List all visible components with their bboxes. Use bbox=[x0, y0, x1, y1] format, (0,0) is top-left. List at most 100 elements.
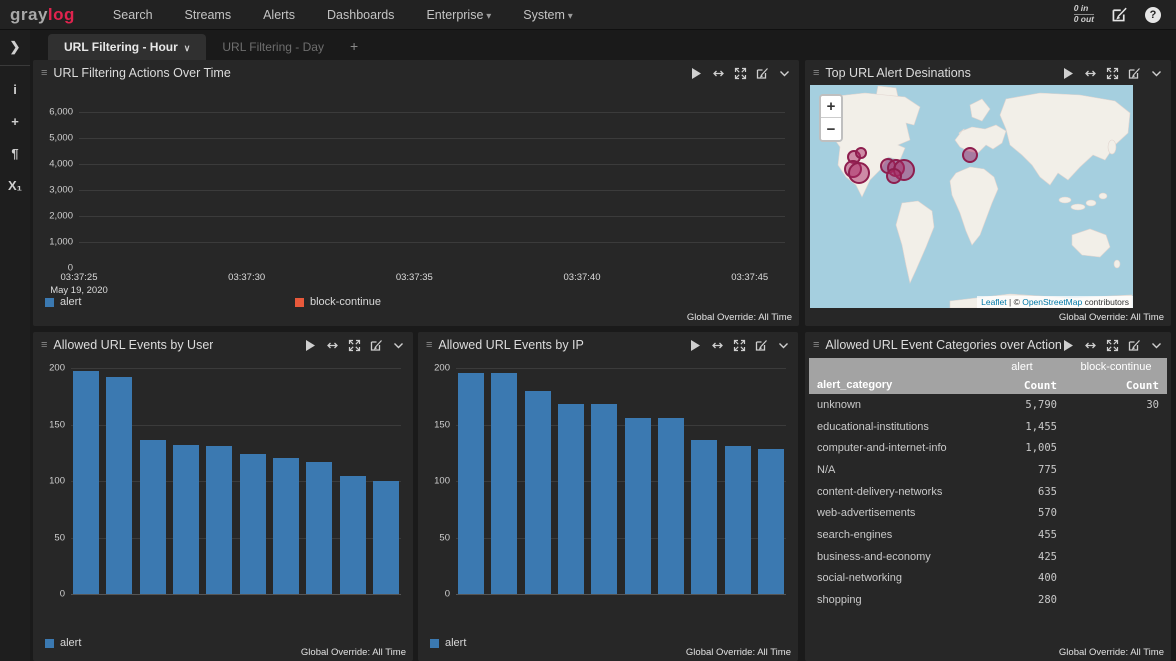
alert-destination-marker[interactable] bbox=[886, 168, 902, 184]
drag-handle-icon[interactable]: ≡ bbox=[41, 67, 47, 79]
table-row: search-engines455 bbox=[809, 524, 1167, 546]
chevron-down-icon[interactable] bbox=[1150, 67, 1163, 80]
arrows-h-icon[interactable] bbox=[1084, 67, 1097, 80]
column-header-count-alert[interactable]: Count bbox=[979, 379, 1065, 392]
bars-container bbox=[73, 368, 399, 594]
pilcrow-icon[interactable]: ¶ bbox=[0, 140, 30, 166]
graylog-logo[interactable]: graylog bbox=[10, 5, 75, 25]
play-icon[interactable] bbox=[1062, 67, 1075, 80]
alert-destination-marker[interactable] bbox=[848, 162, 870, 184]
bar-chart-plot: 050100150200 bbox=[71, 368, 401, 595]
drag-handle-icon[interactable]: ≡ bbox=[41, 339, 47, 351]
plus-icon[interactable]: + bbox=[0, 108, 30, 134]
legend-label: alert bbox=[60, 637, 81, 649]
table-header: alertblock-continuealert_categoryCountCo… bbox=[809, 358, 1167, 394]
chevron-down-icon[interactable] bbox=[778, 67, 791, 80]
edit-icon[interactable] bbox=[1128, 67, 1141, 80]
drag-handle-icon[interactable]: ≡ bbox=[813, 67, 819, 79]
chevron-down-icon: ∨ bbox=[184, 43, 191, 53]
chevron-down-icon[interactable] bbox=[1150, 339, 1163, 352]
cell-block-count: 30 bbox=[1065, 399, 1167, 411]
nav-enterprise[interactable]: Enterprise bbox=[410, 8, 507, 22]
widget-title: Allowed URL Events by User bbox=[53, 338, 213, 352]
drag-handle-icon[interactable]: ≡ bbox=[813, 339, 819, 351]
expand-arrows-icon[interactable] bbox=[1106, 67, 1119, 80]
play-icon[interactable] bbox=[690, 67, 703, 80]
map-attribution: Leaflet | © OpenStreetMap contributors bbox=[977, 296, 1133, 308]
table-row: computer-and-internet-info1,005 bbox=[809, 437, 1167, 459]
table-row: business-and-economy425 bbox=[809, 546, 1167, 568]
edit-icon[interactable] bbox=[1128, 339, 1141, 352]
arrows-h-icon[interactable] bbox=[1084, 339, 1097, 352]
edit-icon[interactable] bbox=[755, 339, 768, 352]
expand-arrows-icon[interactable] bbox=[348, 339, 361, 352]
cell-category: unknown bbox=[809, 399, 979, 411]
chevron-right-icon[interactable]: ❯ bbox=[0, 36, 30, 66]
zoom-out-button[interactable]: − bbox=[821, 118, 841, 140]
x-tick-label: 03:37:30 bbox=[228, 272, 265, 283]
nav-system[interactable]: System bbox=[507, 8, 589, 22]
cell-alert-count: 635 bbox=[979, 486, 1065, 498]
column-header-count-block[interactable]: Count bbox=[1065, 379, 1167, 392]
tab-url-filtering-day[interactable]: URL Filtering - Day bbox=[206, 34, 340, 60]
bar-asummer bbox=[340, 476, 366, 594]
chevron-down-icon[interactable] bbox=[392, 339, 405, 352]
field-x1-icon[interactable]: X₁ bbox=[0, 172, 30, 198]
global-override-note: Global Override: All Time bbox=[687, 312, 792, 323]
cell-category: business-and-economy bbox=[809, 551, 979, 563]
expand-arrows-icon[interactable] bbox=[733, 339, 746, 352]
chevron-down-icon[interactable] bbox=[777, 339, 790, 352]
cell-category: social-networking bbox=[809, 572, 979, 584]
add-tab-button[interactable]: + bbox=[340, 32, 368, 60]
throughput-indicator[interactable]: 0 in 0 out bbox=[1074, 4, 1094, 25]
arrows-h-icon[interactable] bbox=[326, 339, 339, 352]
drag-handle-icon[interactable]: ≡ bbox=[426, 339, 432, 351]
openstreetmap-link[interactable]: OpenStreetMap bbox=[1022, 297, 1082, 307]
tab-url-filtering-hour[interactable]: URL Filtering - Hour∨ bbox=[48, 34, 206, 60]
y-tick-label: 100 bbox=[434, 476, 450, 487]
arrows-h-icon[interactable] bbox=[712, 67, 725, 80]
cell-category: web-advertisements bbox=[809, 507, 979, 519]
column-header-alert-category[interactable]: alert_category bbox=[809, 379, 979, 391]
cell-category: content-delivery-networks bbox=[809, 486, 979, 498]
nav-search[interactable]: Search bbox=[97, 8, 169, 22]
leaflet-link[interactable]: Leaflet bbox=[981, 297, 1007, 307]
help-icon[interactable]: ? bbox=[1144, 6, 1162, 24]
arrows-h-icon[interactable] bbox=[711, 339, 724, 352]
nav-streams[interactable]: Streams bbox=[169, 8, 248, 22]
navbar-right: 0 in 0 out ? bbox=[1074, 4, 1162, 25]
widget-top-url-alert-destinations: ≡ Top URL Alert Desinations bbox=[805, 60, 1171, 326]
widget-allowed-url-events-by-ip: ≡ Allowed URL Events by IP 050100150200 … bbox=[418, 332, 798, 661]
zoom-in-button[interactable]: + bbox=[821, 96, 841, 118]
edit-icon[interactable] bbox=[370, 339, 383, 352]
legend-item-alert: alert bbox=[45, 296, 81, 308]
table-row: educational-institutions1,455 bbox=[809, 416, 1167, 438]
alert-destination-marker[interactable] bbox=[855, 147, 867, 159]
alert-destination-marker[interactable] bbox=[962, 147, 978, 163]
nav-alerts[interactable]: Alerts bbox=[247, 8, 311, 22]
categories-table: alertblock-continuealert_categoryCountCo… bbox=[809, 358, 1167, 611]
edit-icon[interactable] bbox=[756, 67, 769, 80]
nav-dashboards[interactable]: Dashboards bbox=[311, 8, 410, 22]
widget-header: ≡ URL Filtering Actions Over Time bbox=[33, 60, 799, 84]
y-tick-label: 3,000 bbox=[49, 185, 73, 196]
leaflet-map[interactable]: + − Leaflet | © OpenStreetMap contributo… bbox=[810, 85, 1133, 308]
info-icon[interactable]: i bbox=[0, 76, 30, 102]
widget-actions bbox=[1062, 339, 1163, 352]
play-icon[interactable] bbox=[689, 339, 702, 352]
app-root: graylog Search Streams Alerts Dashboards… bbox=[0, 0, 1176, 661]
expand-arrows-icon[interactable] bbox=[1106, 339, 1119, 352]
widget-title: Top URL Alert Desinations bbox=[825, 66, 970, 80]
expand-arrows-icon[interactable] bbox=[734, 67, 747, 80]
y-tick-label: 0 bbox=[60, 589, 65, 600]
table-row: web-advertisements570 bbox=[809, 502, 1167, 524]
bar-chart-plot: 050100150200 bbox=[456, 368, 786, 595]
widget-allowed-url-event-categories-over-action: ≡ Allowed URL Event Categories over Acti… bbox=[805, 332, 1171, 661]
y-tick-label: 200 bbox=[434, 363, 450, 374]
bar-asantos bbox=[373, 481, 399, 594]
widget-header: ≡ Allowed URL Events by User bbox=[33, 332, 413, 356]
widget-actions bbox=[304, 339, 405, 352]
play-icon[interactable] bbox=[304, 339, 317, 352]
play-icon[interactable] bbox=[1062, 339, 1075, 352]
edit-pencil-icon[interactable] bbox=[1110, 6, 1128, 24]
